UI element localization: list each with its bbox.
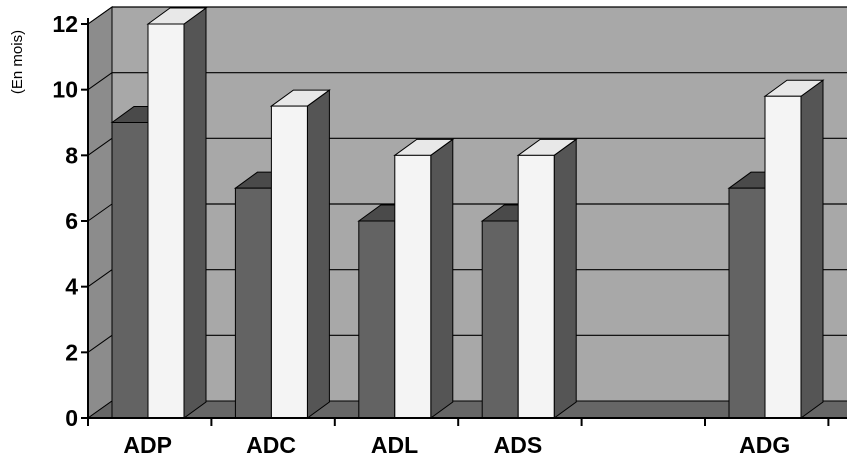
gridline-side	[87, 334, 113, 353]
bar-side	[430, 138, 454, 419]
bar-front	[234, 187, 272, 419]
bar-front	[764, 95, 802, 419]
bar-adc-series-2	[269, 89, 331, 419]
y-tick-label: 8	[65, 142, 78, 168]
category-label-ads: ADS	[494, 432, 543, 458]
gridline-side	[87, 6, 113, 25]
y-tick-label: 12	[52, 11, 78, 37]
bar-front	[517, 154, 555, 419]
y-tick-label: 0	[65, 405, 78, 431]
gridline-side	[87, 137, 113, 156]
bar-front	[358, 220, 396, 419]
bars	[110, 7, 825, 419]
bar-front	[481, 220, 519, 419]
category-label-adp: ADP	[123, 432, 172, 458]
bar-adg-series-2	[763, 79, 825, 419]
bar-adp-series-2	[146, 7, 208, 419]
y-tick-labels: 0 2 4 6 8 10 12	[52, 11, 78, 431]
gridline-side	[87, 269, 113, 288]
bar-front	[270, 105, 308, 419]
bar-ads-series-2	[516, 138, 578, 419]
y-tick-label: 2	[65, 339, 78, 365]
bar-side	[183, 7, 207, 419]
y-tick-label: 6	[65, 208, 78, 234]
y-tick-label: 4	[65, 274, 78, 300]
bar-front	[394, 154, 432, 419]
category-label-adl: ADL	[371, 432, 418, 458]
bar-side	[553, 138, 577, 419]
category-label-adc: ADC	[246, 432, 296, 458]
y-axis-title: (En mois)	[9, 30, 26, 94]
bar-front	[728, 187, 766, 419]
bar-side	[306, 89, 330, 419]
category-label-adg: ADG	[739, 432, 790, 458]
gridline-side	[87, 72, 113, 91]
bar-front	[147, 23, 185, 419]
category-labels: ADP ADC ADL ADS ADG	[123, 432, 790, 458]
y-tick-label: 10	[52, 77, 78, 103]
gridline-side	[87, 203, 113, 222]
axes	[81, 18, 847, 426]
bar-side	[800, 79, 824, 419]
bar-front	[111, 122, 149, 419]
bar-adl-series-2	[393, 138, 455, 419]
